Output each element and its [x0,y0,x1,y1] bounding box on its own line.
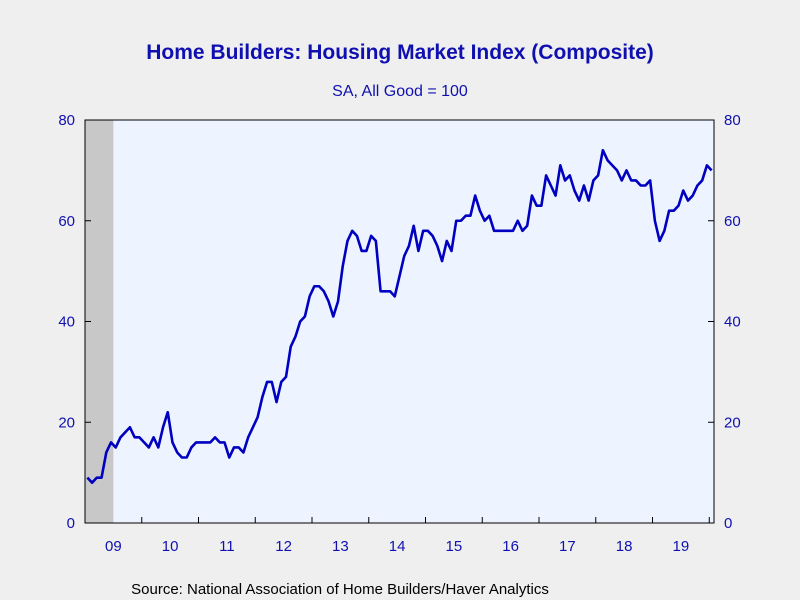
y-tick-label-left: 60 [58,213,75,230]
x-tick-label: 11 [219,538,235,555]
chart-title: Home Builders: Housing Market Index (Com… [146,41,654,64]
x-tick-label: 18 [616,538,633,555]
y-tick-label-left: 40 [58,314,75,331]
y-tick-label-right: 0 [724,515,732,532]
y-axis-right: 0 20 40 60 80 [708,112,741,532]
x-tick-label: 09 [105,538,122,555]
y-tick-label-left: 0 [67,515,75,532]
x-tick-label: 17 [559,538,576,555]
x-tick-label: 13 [332,538,349,555]
plot-border [84,119,715,524]
x-tick-label: 14 [389,538,406,555]
x-tick-label: 10 [162,538,179,555]
chart-subtitle: SA, All Good = 100 [332,83,468,100]
x-tick-label: 19 [673,538,690,555]
y-tick-label-right: 40 [724,314,741,331]
y-tick-label-right: 80 [724,112,741,129]
series-line [86,148,713,484]
x-axis: 09 10 11 12 13 14 15 16 17 18 19 [105,517,710,555]
plot-area [85,120,714,523]
x-tick-label: 16 [502,538,519,555]
x-tick-label: 15 [446,538,463,555]
y-tick-label-left: 20 [58,414,75,431]
source-note: Source: National Association of Home Bui… [131,581,549,598]
y-tick-label-right: 60 [724,213,741,230]
y-tick-label-left: 80 [58,112,75,129]
x-tick-label: 12 [275,538,292,555]
y-tick-label-right: 20 [724,414,741,431]
